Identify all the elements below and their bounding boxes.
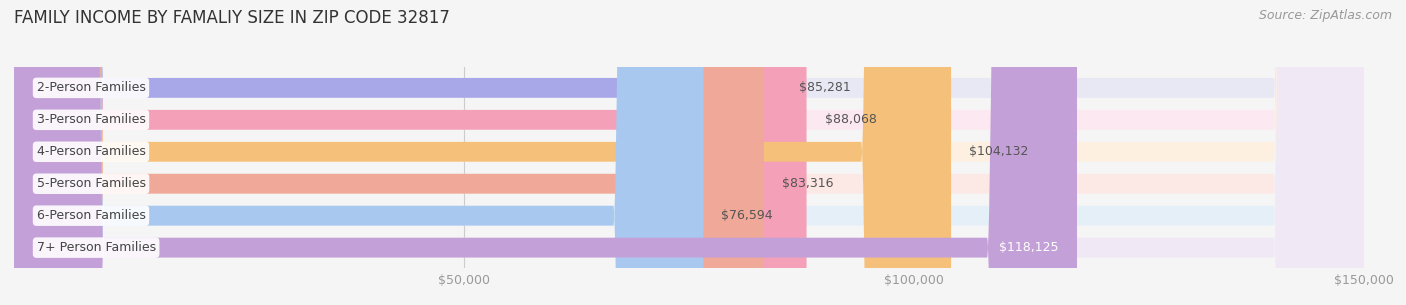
Text: 2-Person Families: 2-Person Families — [37, 81, 145, 94]
Text: 4-Person Families: 4-Person Families — [37, 145, 145, 158]
Text: $88,068: $88,068 — [824, 113, 876, 126]
FancyBboxPatch shape — [14, 0, 1364, 305]
FancyBboxPatch shape — [14, 0, 782, 305]
Text: Source: ZipAtlas.com: Source: ZipAtlas.com — [1258, 9, 1392, 22]
Text: $85,281: $85,281 — [800, 81, 851, 94]
FancyBboxPatch shape — [14, 0, 1364, 305]
FancyBboxPatch shape — [14, 0, 950, 305]
Text: 5-Person Families: 5-Person Families — [37, 177, 146, 190]
Text: 7+ Person Families: 7+ Person Families — [37, 241, 156, 254]
FancyBboxPatch shape — [14, 0, 1364, 305]
Text: $118,125: $118,125 — [1000, 241, 1059, 254]
FancyBboxPatch shape — [14, 0, 1364, 305]
Text: $83,316: $83,316 — [782, 177, 834, 190]
FancyBboxPatch shape — [14, 0, 763, 305]
FancyBboxPatch shape — [14, 0, 1364, 305]
Text: 3-Person Families: 3-Person Families — [37, 113, 145, 126]
FancyBboxPatch shape — [14, 0, 1364, 305]
Text: $104,132: $104,132 — [969, 145, 1028, 158]
Text: 6-Person Families: 6-Person Families — [37, 209, 145, 222]
Text: FAMILY INCOME BY FAMALIY SIZE IN ZIP CODE 32817: FAMILY INCOME BY FAMALIY SIZE IN ZIP COD… — [14, 9, 450, 27]
Text: $76,594: $76,594 — [721, 209, 773, 222]
FancyBboxPatch shape — [14, 0, 807, 305]
FancyBboxPatch shape — [14, 0, 1077, 305]
FancyBboxPatch shape — [14, 0, 703, 305]
